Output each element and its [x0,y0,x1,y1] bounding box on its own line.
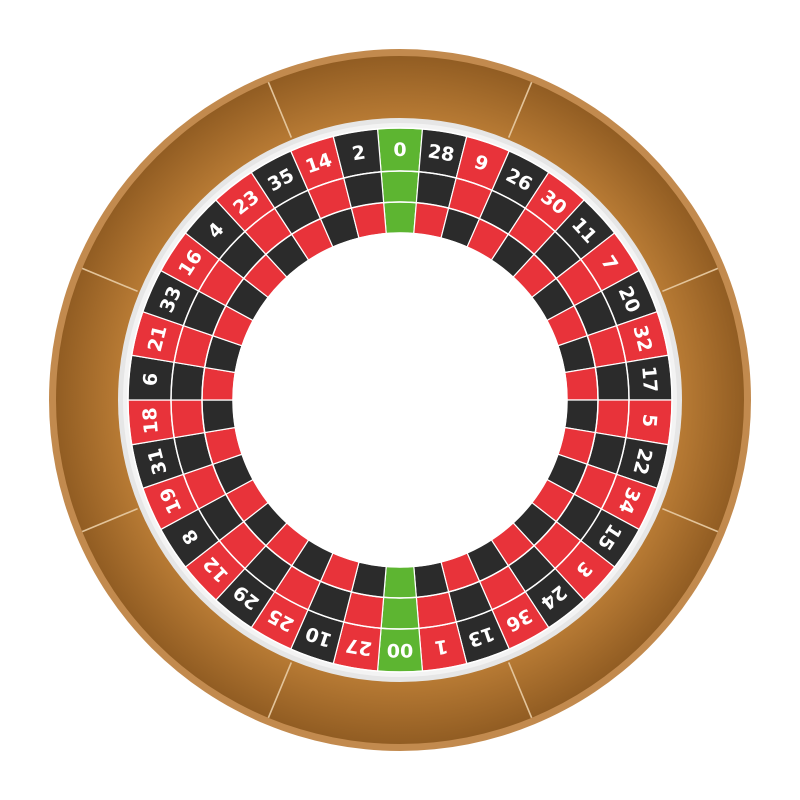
pocket-inner-segment [564,399,599,434]
pocket-number-label: 2 [351,141,368,165]
pocket-number-label: 28 [426,140,456,166]
pocket-number-label: 5 [638,413,661,428]
rim-divider [267,662,293,719]
pocket-ring [127,127,673,673]
pocket-segment [594,361,630,401]
ring-separator [127,127,673,673]
pocket-labels: 0 28 9263011720321752234153243613100271025… [139,139,661,661]
pocket-inner-segment [201,399,236,434]
pocket-number-label: 27 [344,634,374,660]
pocket-segment [594,399,630,439]
rim-divider [507,81,533,138]
ring-separator [170,170,630,630]
rim-divider [81,267,138,293]
pocket-number-label: 17 [637,365,661,393]
wheel-center [233,233,567,567]
pocket-inner-segment [564,366,599,401]
rim-divider [267,81,293,138]
pocket-number-label: 6 [139,372,162,387]
pocket-segment [380,170,420,204]
rim-divider [662,507,719,533]
ring-separator [201,201,599,599]
pocket-inner-segment [383,565,417,599]
pocket-inner-segment [201,366,236,401]
pocket-segment [170,361,206,401]
pocket-inner-segment [383,201,417,235]
pocket-segment [170,399,206,439]
rim-dividers [81,81,719,719]
pocket-number-label: 1 [433,635,450,659]
rim-divider [507,662,533,719]
rim-divider [81,507,138,533]
pocket-number-label: 00 [387,639,413,661]
pocket-number-label: 0 [393,139,406,161]
pocket-number-label: 18 [139,407,163,435]
rim-divider [662,267,719,293]
pocket-segment [380,596,420,630]
